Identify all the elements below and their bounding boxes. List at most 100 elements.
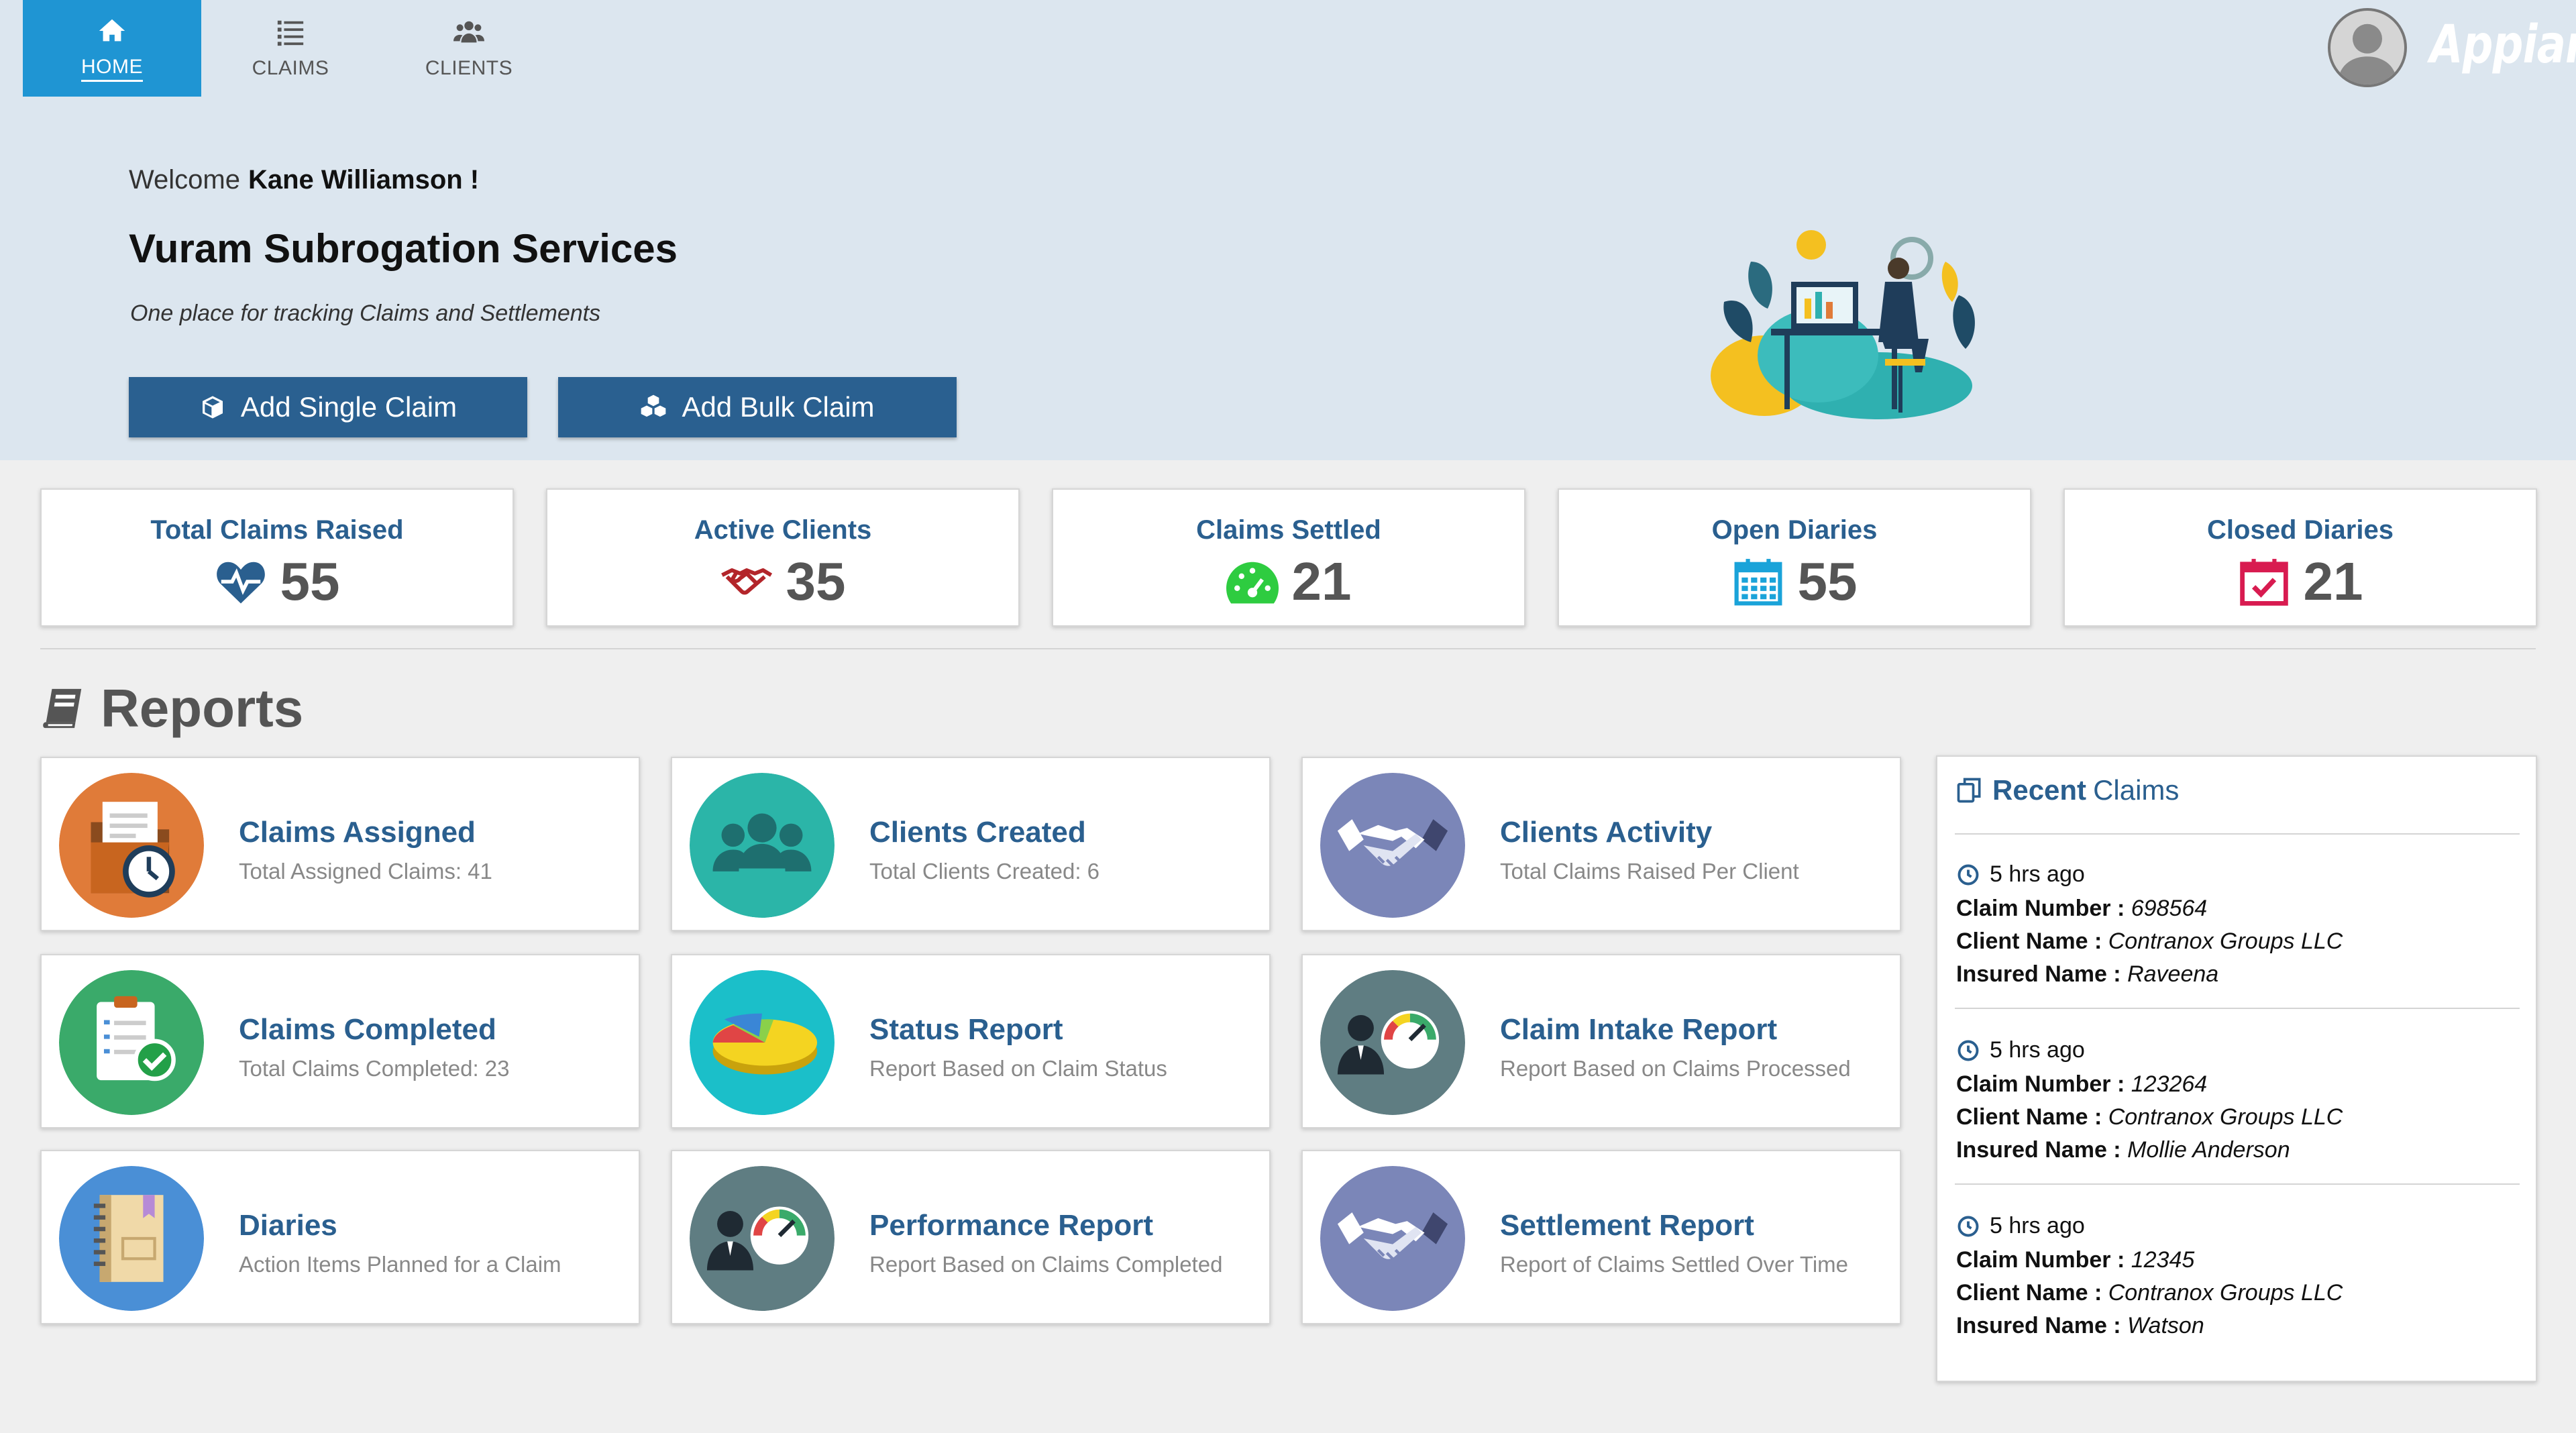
report-subtitle: Total Assigned Claims: 41	[239, 859, 492, 884]
pie-chart-icon	[690, 970, 835, 1115]
recent-title-rest: Claims	[2093, 774, 2180, 806]
claim-number-label: Claim Number :	[1956, 896, 2125, 921]
list-icon	[277, 20, 304, 46]
claim-time: 5 hrs ago	[1990, 861, 2085, 887]
brand-logo: Appian	[2430, 15, 2576, 75]
cube-icon	[202, 396, 223, 419]
report-card-claim-intake-report[interactable]: Claim Intake Report Report Based on Clai…	[1301, 954, 1901, 1128]
user-name: Kane Williamson !	[248, 165, 480, 195]
report-subtitle: Total Claims Raised Per Client	[1500, 859, 1799, 884]
client-name: Contranox Groups LLC	[2108, 1104, 2343, 1130]
workspace-illustration	[1711, 230, 1975, 419]
stat-value: 55	[1797, 551, 1858, 611]
recent-claims-panel: Recent Claims 5 hrs ago Claim Number : 6…	[1936, 755, 2537, 1382]
recent-claims-header: Recent Claims	[1955, 774, 2179, 806]
report-title: Status Report	[869, 1013, 1063, 1046]
report-title: Clients Activity	[1500, 816, 1713, 849]
performance-gauge-icon	[690, 1166, 835, 1311]
nav-tab-clients[interactable]: CLIENTS	[380, 0, 558, 97]
report-subtitle: Report of Claims Settled Over Time	[1500, 1252, 1849, 1277]
report-title: Claims Assigned	[239, 816, 476, 849]
recent-claim-item[interactable]: 5 hrs ago Claim Number : 123264 Client N…	[1956, 1037, 2520, 1170]
clock-icon	[1957, 864, 1979, 885]
calendar-icon	[1734, 559, 1782, 606]
calendar-check-icon	[2239, 559, 2288, 606]
stat-label: Active Clients	[694, 515, 872, 545]
stat-card-total-claims: Total Claims Raised 55	[40, 488, 514, 627]
dashboard-icon	[1226, 562, 1279, 604]
report-card-claims-assigned[interactable]: Claims Assigned Total Assigned Claims: 4…	[40, 757, 640, 931]
stat-label: Open Diaries	[1711, 515, 1878, 545]
claim-number-label: Claim Number :	[1956, 1247, 2125, 1273]
add-bulk-claim-label: Add Bulk Claim	[682, 391, 875, 423]
hero-banner: HOME CLAIMS CLIENTS Appian W	[0, 0, 2576, 460]
clock-icon	[1957, 1040, 1979, 1061]
home-icon	[99, 19, 125, 41]
clients-group-icon	[690, 773, 835, 918]
report-subtitle: Total Claims Completed: 23	[239, 1056, 510, 1081]
stat-card-active-clients: Active Clients 35	[546, 488, 1020, 627]
stat-value: 21	[1291, 551, 1352, 611]
claim-number-label: Claim Number :	[1956, 1071, 2125, 1097]
report-card-claims-completed[interactable]: Claims Completed Total Claims Completed:…	[40, 954, 640, 1128]
report-card-status-report[interactable]: Status Report Report Based on Claim Stat…	[671, 954, 1271, 1128]
user-avatar-icon[interactable]	[2328, 8, 2407, 87]
top-nav: HOME CLAIMS CLIENTS	[23, 0, 558, 97]
claims-assigned-icon	[59, 773, 204, 918]
handshake-icon	[1320, 773, 1465, 918]
client-name-label: Client Name :	[1956, 1104, 2102, 1130]
clock-icon	[1957, 1216, 1979, 1236]
insured-name-label: Insured Name :	[1956, 1313, 2121, 1338]
checklist-icon	[59, 970, 204, 1115]
claim-number: 12345	[2131, 1247, 2195, 1273]
page-title: Vuram Subrogation Services	[129, 226, 678, 271]
report-title: Diaries	[239, 1209, 337, 1242]
client-name: Contranox Groups LLC	[2108, 928, 2343, 954]
welcome-message: Welcome Kane Williamson !	[129, 165, 479, 195]
page-subtitle: One place for tracking Claims and Settle…	[130, 301, 601, 326]
welcome-prefix: Welcome	[129, 165, 240, 195]
stat-card-closed-diaries: Closed Diaries 21	[2063, 488, 2537, 627]
handshake-icon	[1320, 1166, 1465, 1311]
add-bulk-claim-button[interactable]: Add Bulk Claim	[558, 377, 957, 437]
insured-name-label: Insured Name :	[1956, 961, 2121, 987]
stat-value: 35	[786, 551, 846, 611]
report-card-settlement-report[interactable]: Settlement Report Report of Claims Settl…	[1301, 1150, 1901, 1324]
client-name-label: Client Name :	[1956, 928, 2102, 954]
stat-label: Total Claims Raised	[150, 515, 404, 545]
report-title: Clients Created	[869, 816, 1086, 849]
reports-title: Reports	[101, 678, 304, 738]
insured-name: Raveena	[2127, 961, 2219, 987]
client-name-label: Client Name :	[1956, 1280, 2102, 1306]
nav-tab-home[interactable]: HOME	[23, 0, 201, 97]
nav-tab-claims[interactable]: CLAIMS	[201, 0, 380, 97]
client-name: Contranox Groups LLC	[2108, 1280, 2343, 1306]
reports-header: Reports	[40, 678, 303, 739]
insured-name-label: Insured Name :	[1956, 1137, 2121, 1163]
report-card-clients-activity[interactable]: Clients Activity Total Claims Raised Per…	[1301, 757, 1901, 931]
add-single-claim-button[interactable]: Add Single Claim	[129, 377, 527, 437]
insured-name: Watson	[2127, 1313, 2204, 1338]
report-subtitle: Report Based on Claims Processed	[1500, 1056, 1851, 1081]
recent-title-bold: Recent	[1992, 774, 2087, 806]
diary-book-icon	[59, 1166, 204, 1311]
stat-value: 21	[2303, 551, 2363, 611]
recent-divider	[1955, 1183, 2520, 1185]
book-icon	[43, 688, 82, 729]
cubes-icon	[641, 394, 666, 417]
section-divider	[40, 648, 2536, 649]
report-title: Settlement Report	[1500, 1209, 1754, 1242]
stat-label: Claims Settled	[1196, 515, 1381, 545]
report-title: Performance Report	[869, 1209, 1154, 1242]
stat-label: Closed Diaries	[2207, 515, 2394, 545]
claim-time: 5 hrs ago	[1990, 1213, 2085, 1238]
claim-time: 5 hrs ago	[1990, 1037, 2085, 1063]
report-subtitle: Action Items Planned for a Claim	[239, 1252, 561, 1277]
report-card-performance-report[interactable]: Performance Report Report Based on Claim…	[671, 1150, 1271, 1324]
report-card-clients-created[interactable]: Clients Created Total Clients Created: 6	[671, 757, 1271, 931]
report-card-diaries[interactable]: Diaries Action Items Planned for a Claim	[40, 1150, 640, 1324]
recent-claim-item[interactable]: 5 hrs ago Claim Number : 698564 Client N…	[1956, 861, 2520, 994]
report-subtitle: Report Based on Claim Status	[869, 1056, 1167, 1081]
recent-claim-item[interactable]: 5 hrs ago Claim Number : 12345 Client Na…	[1956, 1213, 2520, 1346]
performance-gauge-icon	[1320, 970, 1465, 1115]
